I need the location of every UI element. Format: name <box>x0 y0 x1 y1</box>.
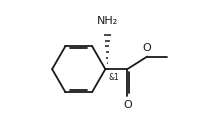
Text: O: O <box>143 43 152 53</box>
Text: NH₂: NH₂ <box>97 16 118 26</box>
Text: &1: &1 <box>108 73 119 82</box>
Text: O: O <box>123 100 132 110</box>
